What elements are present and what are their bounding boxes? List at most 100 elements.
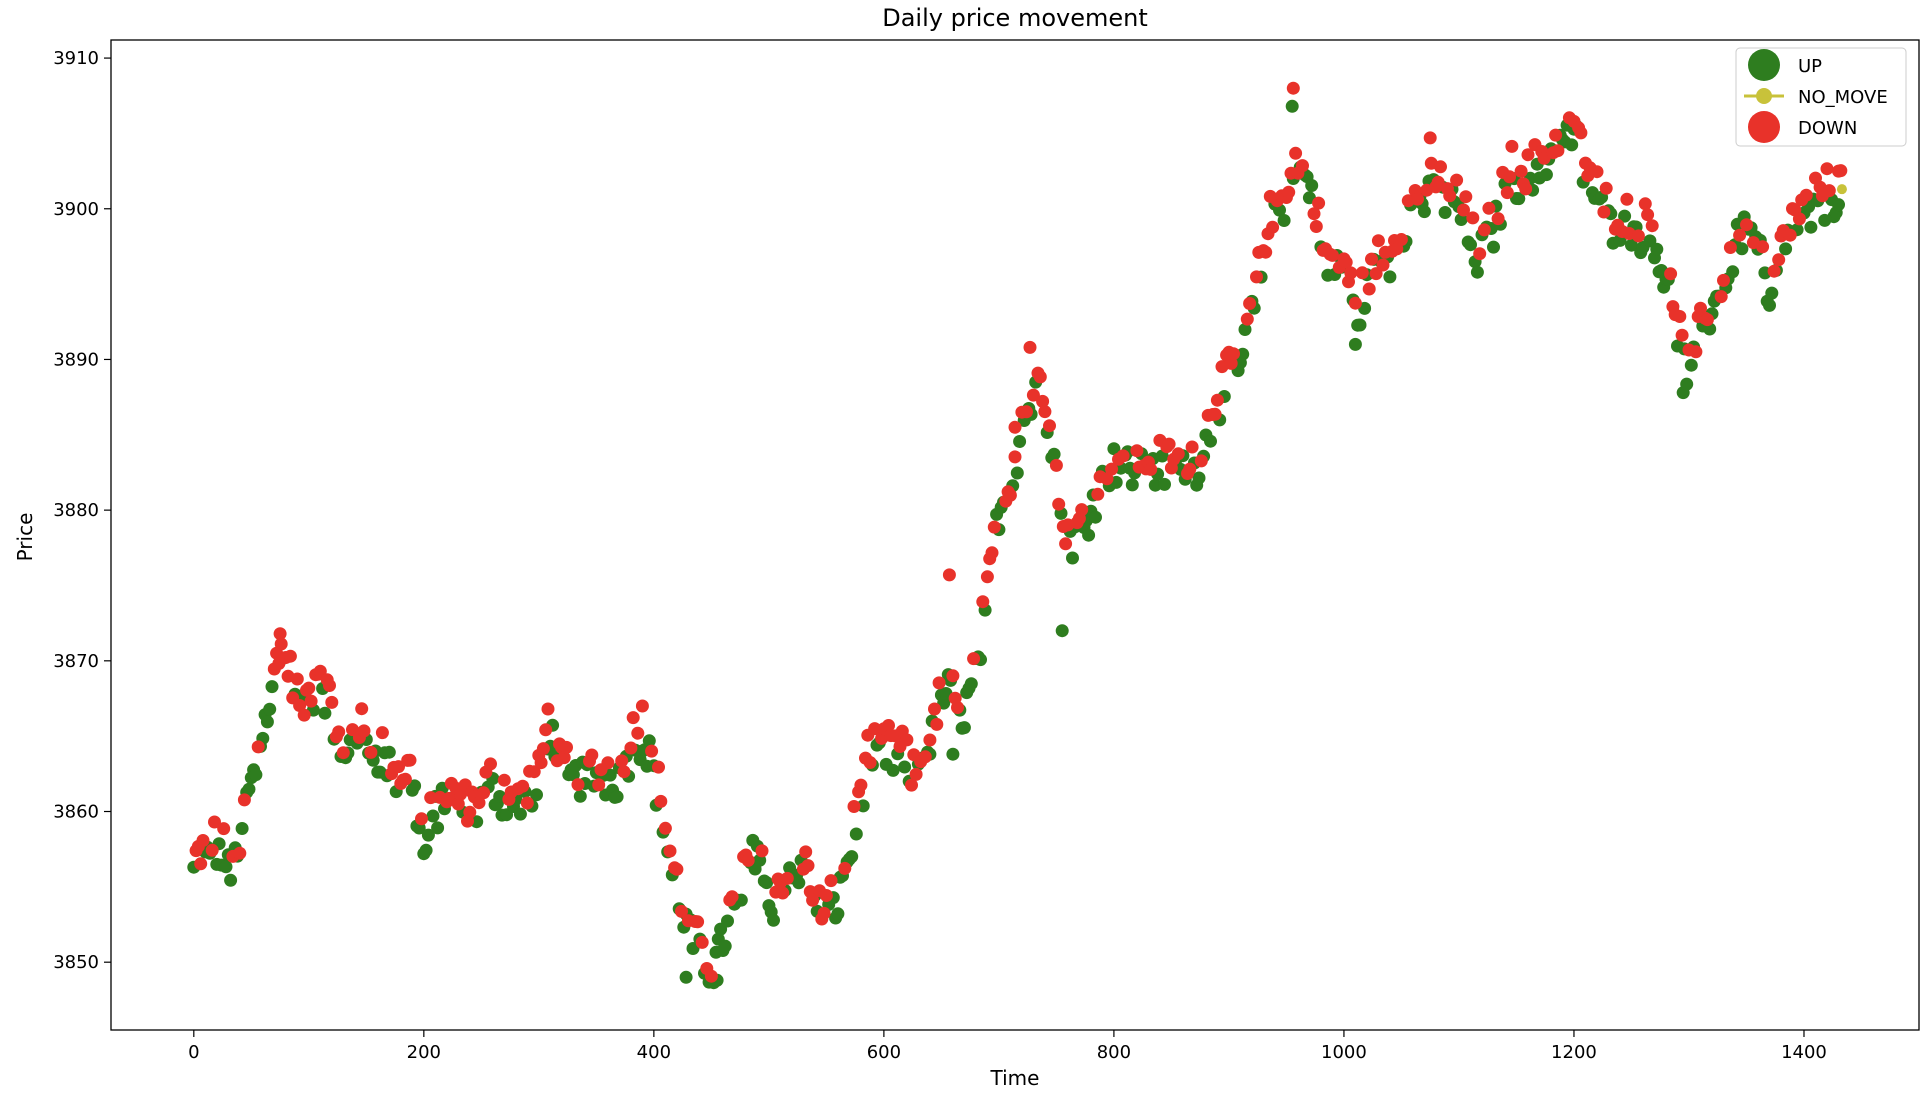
y-tick-label: 3850 [53, 952, 99, 973]
down-point [364, 745, 378, 759]
down-point [1376, 258, 1390, 272]
up-point [265, 680, 279, 694]
down-point [1673, 310, 1687, 323]
down-point [1631, 229, 1645, 243]
up-point [1565, 138, 1579, 152]
down-point [527, 765, 541, 779]
down-point [233, 846, 247, 860]
down-point [1767, 264, 1781, 278]
down-point [477, 786, 491, 800]
up-point [957, 721, 971, 735]
down-point [516, 779, 530, 793]
down-point [967, 652, 981, 666]
down-point [323, 679, 336, 692]
y-tick-label: 3890 [53, 349, 99, 370]
down-point [1325, 248, 1339, 262]
down-point [1194, 454, 1208, 468]
up-point [1512, 192, 1526, 206]
down-point [194, 857, 208, 871]
down-point [274, 637, 288, 651]
down-point [237, 793, 251, 807]
up-point [1089, 510, 1102, 524]
down-point [670, 862, 684, 876]
down-point [1675, 328, 1689, 342]
up-point [382, 745, 396, 759]
up-point [1804, 220, 1818, 234]
down-point [557, 751, 571, 765]
up-point [1765, 286, 1779, 300]
down-point [541, 702, 555, 716]
up-point [721, 914, 734, 928]
up-point [419, 843, 433, 857]
down-point [251, 740, 265, 754]
down-point [304, 694, 318, 708]
x-tick-label: 800 [1097, 1042, 1131, 1063]
up-point [679, 970, 693, 984]
up-point [849, 827, 863, 841]
up-point [946, 747, 960, 761]
up-point [431, 821, 445, 835]
down-point [905, 778, 918, 792]
down-point [1003, 488, 1017, 502]
down-point [909, 767, 923, 781]
down-point [297, 708, 311, 722]
down-point [631, 726, 645, 740]
down-point [1459, 190, 1473, 204]
down-point [930, 717, 944, 731]
down-point [819, 889, 833, 902]
down-point [273, 627, 287, 641]
up-point [318, 706, 332, 720]
x-tick-label: 200 [407, 1042, 441, 1063]
up-point [1353, 318, 1367, 332]
down-point [617, 765, 631, 779]
up-point [408, 779, 422, 793]
down-point [1371, 234, 1385, 248]
up-point [686, 942, 700, 955]
down-point [217, 822, 231, 836]
up-point [1066, 551, 1079, 565]
down-point [290, 672, 304, 686]
down-point [985, 546, 999, 560]
down-point [615, 754, 629, 768]
down-point [196, 834, 210, 847]
up-point [1470, 265, 1484, 279]
down-point [1183, 462, 1197, 476]
legend: UP NO_MOVE DOWN [1735, 47, 1907, 147]
down-point [854, 778, 868, 792]
down-point [1756, 240, 1770, 254]
down-point [1590, 165, 1604, 179]
up-point [792, 876, 806, 890]
up-point [426, 809, 440, 823]
down-point [801, 859, 815, 873]
down-point [1473, 247, 1487, 261]
up-point [1204, 434, 1217, 448]
down-point [1733, 228, 1747, 242]
down-point [1664, 267, 1678, 281]
down-point [868, 722, 882, 736]
down-point [497, 773, 511, 787]
down-point [1365, 252, 1378, 266]
y-axis-ticks: 3850 3860 3870 3880 3890 3900 3910 [53, 48, 111, 973]
up-point [1735, 242, 1749, 256]
down-point [1038, 405, 1052, 419]
series-no-move [1836, 184, 1847, 195]
down-point [539, 723, 553, 737]
down-point [1714, 290, 1728, 304]
down-point [918, 750, 932, 764]
down-point [695, 935, 709, 949]
down-point [923, 733, 937, 747]
down-point [1312, 196, 1326, 210]
up-point [1487, 240, 1500, 254]
down-point [571, 778, 585, 792]
down-point [675, 904, 688, 918]
down-point [882, 719, 895, 732]
x-tick-label: 0 [188, 1042, 199, 1063]
x-axis-ticks: 0 200 400 600 800 1000 1200 1400 [188, 1030, 1827, 1063]
up-point [1625, 238, 1638, 252]
x-tick-label: 1200 [1551, 1042, 1597, 1063]
up-point [767, 913, 780, 927]
down-point [1597, 205, 1611, 219]
down-point [645, 744, 659, 758]
up-point [1010, 466, 1024, 480]
down-point [1411, 192, 1424, 206]
